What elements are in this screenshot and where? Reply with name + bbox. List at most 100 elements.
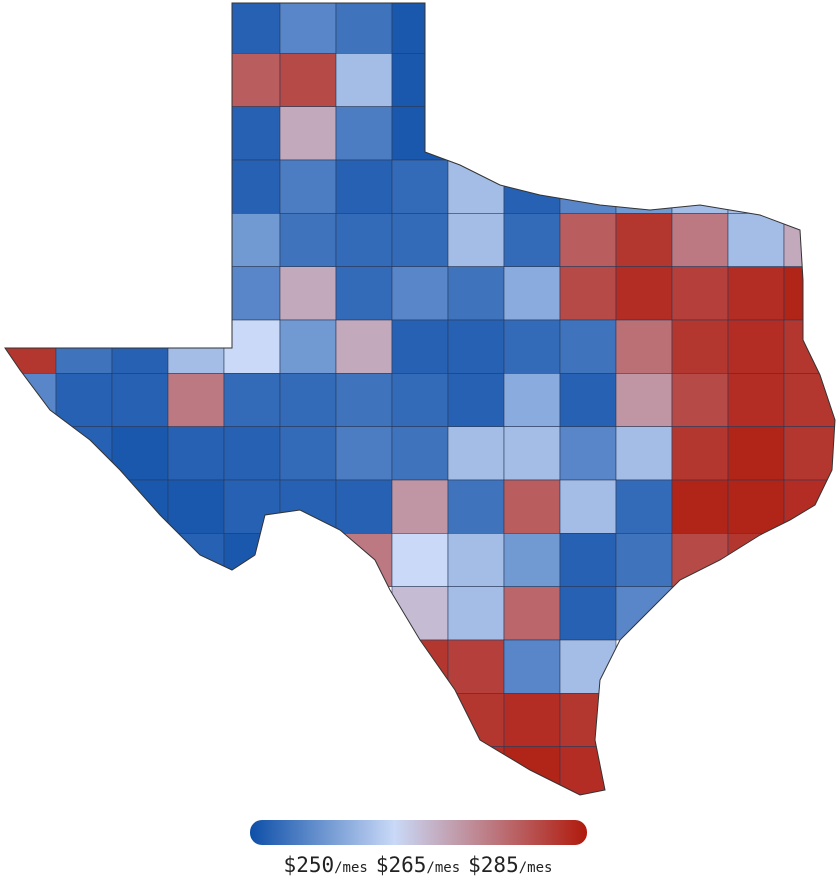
county <box>783 213 835 267</box>
county <box>671 319 729 374</box>
county <box>279 426 337 481</box>
county <box>503 533 561 587</box>
county <box>223 426 281 481</box>
county <box>335 266 393 321</box>
county <box>615 586 673 641</box>
county <box>167 373 225 427</box>
county <box>615 533 673 587</box>
county <box>447 319 505 374</box>
county-cells <box>5 3 835 795</box>
county <box>279 479 337 534</box>
county <box>111 426 169 481</box>
county <box>223 3 281 54</box>
county <box>727 533 785 587</box>
county <box>671 373 729 427</box>
county <box>615 373 673 427</box>
county <box>391 266 449 321</box>
county <box>559 639 617 694</box>
county <box>447 213 505 267</box>
county <box>279 266 337 321</box>
county <box>503 266 561 321</box>
county <box>615 319 673 374</box>
legend-bar <box>250 820 587 845</box>
county <box>671 426 729 481</box>
county <box>559 319 617 374</box>
county <box>223 479 281 534</box>
county <box>615 266 673 321</box>
legend-value: $265 <box>376 853 427 877</box>
county <box>391 159 449 214</box>
legend-value: $285 <box>468 853 519 877</box>
county <box>559 586 617 641</box>
county <box>391 373 449 427</box>
county <box>335 159 393 214</box>
county <box>391 586 449 641</box>
county <box>391 639 449 694</box>
county <box>447 266 505 321</box>
county <box>783 373 835 427</box>
county <box>503 213 561 267</box>
county <box>391 213 449 267</box>
county <box>727 266 785 321</box>
county <box>559 479 617 534</box>
county <box>223 533 281 587</box>
county <box>279 53 337 107</box>
county <box>503 586 561 641</box>
county <box>503 159 561 214</box>
county <box>559 373 617 427</box>
legend-unit: /mes <box>519 860 553 876</box>
county <box>167 479 225 534</box>
county <box>335 319 393 374</box>
legend-unit: /mes <box>426 860 460 876</box>
county <box>279 159 337 214</box>
county <box>503 693 561 747</box>
county <box>671 479 729 534</box>
county <box>727 373 785 427</box>
county <box>55 319 113 374</box>
county <box>447 373 505 427</box>
county <box>559 533 617 587</box>
county <box>335 106 393 161</box>
county <box>615 479 673 534</box>
county <box>447 533 505 587</box>
county <box>391 426 449 481</box>
county <box>503 746 561 795</box>
county <box>391 319 449 374</box>
county <box>503 426 561 481</box>
county <box>223 319 281 374</box>
county <box>671 213 729 267</box>
county <box>559 213 617 267</box>
county <box>335 53 393 107</box>
county <box>279 3 337 54</box>
county <box>783 266 835 321</box>
county <box>5 319 57 374</box>
county <box>111 319 169 374</box>
county <box>559 693 617 747</box>
county <box>335 373 393 427</box>
county <box>335 213 393 267</box>
county <box>335 426 393 481</box>
county <box>727 426 785 481</box>
county <box>223 159 281 214</box>
county <box>671 266 729 321</box>
county <box>615 159 673 214</box>
legend-unit: /mes <box>334 860 368 876</box>
county <box>55 373 113 427</box>
county <box>223 373 281 427</box>
county <box>503 639 561 694</box>
county <box>447 693 505 747</box>
county <box>559 746 617 795</box>
county <box>783 426 835 481</box>
county <box>503 479 561 534</box>
state-outline <box>4 2 836 796</box>
legend-value: $250 <box>284 853 335 877</box>
county <box>503 373 561 427</box>
county <box>503 319 561 374</box>
county <box>391 106 449 161</box>
county <box>391 533 449 587</box>
county <box>223 53 281 107</box>
county <box>167 319 225 374</box>
county <box>727 319 785 374</box>
county <box>615 426 673 481</box>
